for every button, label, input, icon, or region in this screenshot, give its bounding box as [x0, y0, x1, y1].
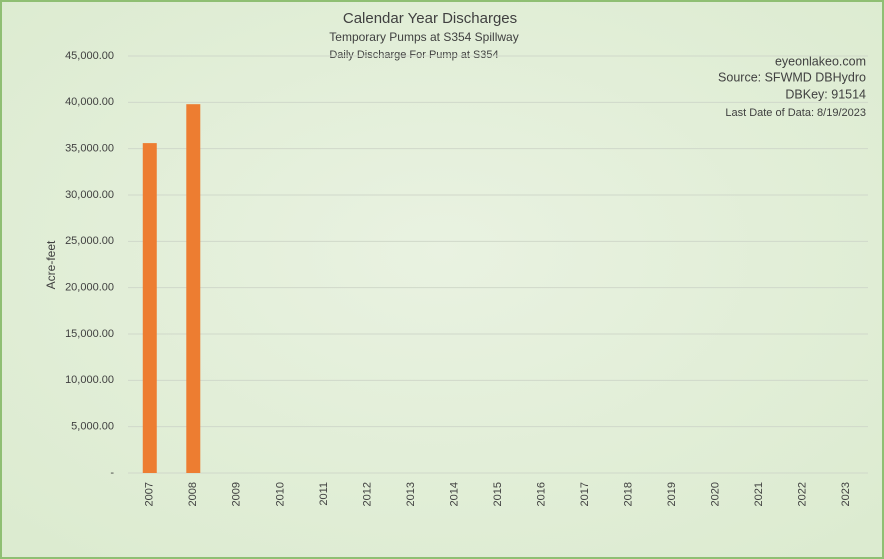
x-tick-label: 2017 [579, 482, 591, 506]
x-tick-label: 2020 [710, 482, 722, 506]
x-tick-label: 2021 [753, 482, 765, 506]
annotation: eyeonlakeo.com [775, 54, 866, 68]
y-tick-label: 5,000.00 [71, 421, 114, 433]
y-tick-label: 35,000.00 [65, 143, 114, 155]
y-tick-label: 45,000.00 [65, 50, 114, 62]
x-tick-label: 2022 [797, 482, 809, 506]
y-tick-label: 40,000.00 [65, 96, 114, 108]
y-tick-label: 25,000.00 [65, 235, 114, 247]
annotation: Source: SFWMD DBHydro [718, 70, 866, 84]
bar [186, 104, 201, 473]
x-tick-label: 2009 [231, 482, 243, 506]
x-tick-label: 2008 [187, 482, 199, 506]
x-tick-label: 2011 [318, 482, 330, 506]
chart-subtitle: Daily Discharge For Pump at S354 [329, 49, 498, 61]
x-tick-label: 2007 [144, 482, 156, 506]
annotation: DBKey: 91514 [785, 87, 866, 101]
x-tick-label: 2013 [405, 482, 417, 506]
annotation: Last Date of Data: 8/19/2023 [725, 107, 866, 119]
chart-title: Calendar Year Discharges [343, 10, 517, 27]
y-tick-label: 30,000.00 [65, 189, 114, 201]
x-tick-label: 2023 [840, 482, 852, 506]
x-tick-label: 2010 [274, 482, 286, 506]
y-tick-label: 15,000.00 [65, 328, 114, 340]
y-tick-label: - [110, 467, 114, 479]
y-tick-label: 20,000.00 [65, 282, 114, 294]
x-tick-label: 2016 [535, 482, 547, 506]
x-tick-label: 2015 [492, 482, 504, 506]
bar [142, 143, 157, 473]
x-tick-label: 2014 [448, 482, 460, 506]
y-tick-label: 10,000.00 [65, 374, 114, 386]
x-tick-label: 2012 [361, 482, 373, 506]
x-tick-label: 2019 [666, 482, 678, 506]
x-tick-label: 2018 [622, 482, 634, 506]
chart-subtitle: Temporary Pumps at S354 Spillway [329, 30, 518, 44]
y-axis-label: Acre-feet [44, 240, 58, 289]
